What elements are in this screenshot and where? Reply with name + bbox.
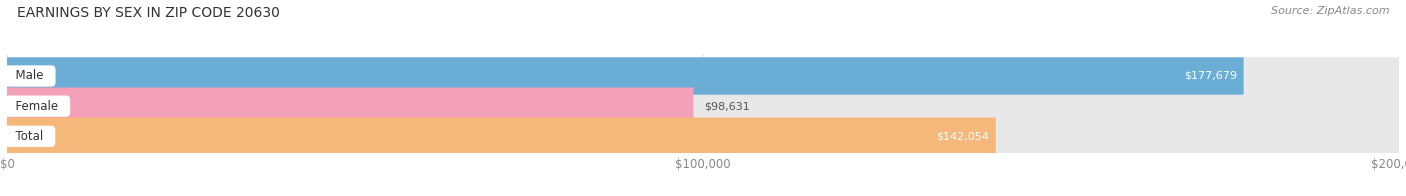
FancyBboxPatch shape xyxy=(7,57,1244,95)
FancyBboxPatch shape xyxy=(7,57,1399,95)
FancyBboxPatch shape xyxy=(7,87,693,125)
Text: Source: ZipAtlas.com: Source: ZipAtlas.com xyxy=(1271,6,1389,16)
FancyBboxPatch shape xyxy=(7,87,1399,125)
Text: EARNINGS BY SEX IN ZIP CODE 20630: EARNINGS BY SEX IN ZIP CODE 20630 xyxy=(17,6,280,20)
FancyBboxPatch shape xyxy=(7,118,1399,155)
Text: Male: Male xyxy=(8,70,52,83)
Text: $177,679: $177,679 xyxy=(1184,71,1237,81)
FancyBboxPatch shape xyxy=(7,118,995,155)
Text: Female: Female xyxy=(8,100,66,113)
Text: Total: Total xyxy=(8,130,51,143)
Text: $98,631: $98,631 xyxy=(704,101,751,111)
Text: $142,054: $142,054 xyxy=(936,131,988,141)
